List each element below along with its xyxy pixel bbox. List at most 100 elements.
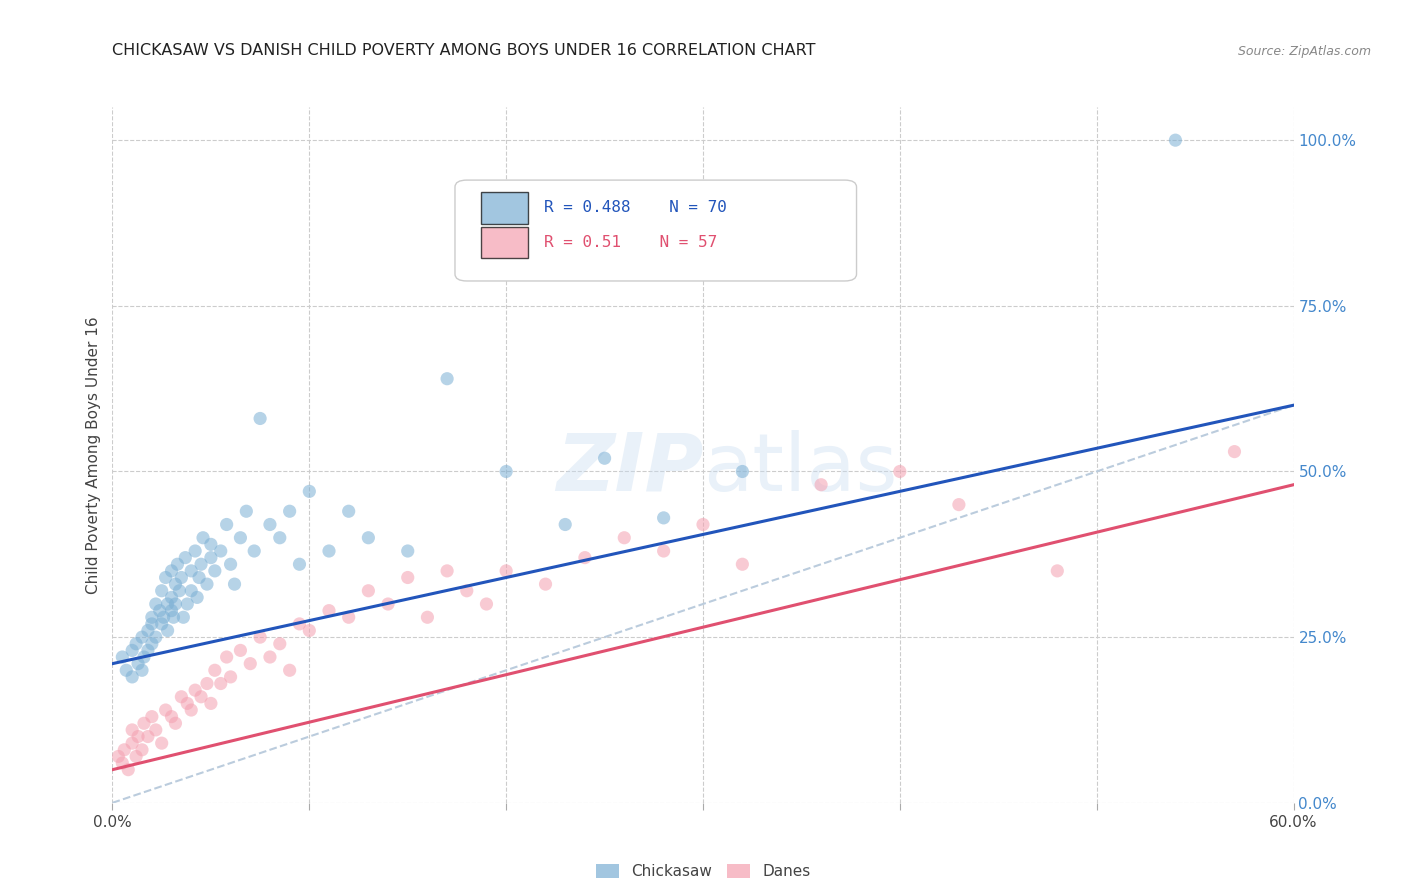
Point bbox=[249, 411, 271, 425]
Point bbox=[145, 597, 167, 611]
Point bbox=[169, 583, 191, 598]
Point bbox=[1223, 444, 1246, 458]
Point bbox=[150, 616, 173, 631]
Y-axis label: Child Poverty Among Boys Under 16: Child Poverty Among Boys Under 16 bbox=[86, 316, 101, 594]
Point bbox=[889, 465, 911, 479]
Point bbox=[112, 743, 135, 757]
Point bbox=[416, 610, 439, 624]
Point bbox=[495, 465, 517, 479]
Point bbox=[184, 544, 207, 558]
Point bbox=[692, 517, 714, 532]
Point bbox=[174, 550, 197, 565]
Point bbox=[117, 763, 139, 777]
Point bbox=[436, 564, 458, 578]
Point bbox=[127, 657, 149, 671]
Point bbox=[150, 736, 173, 750]
Point bbox=[152, 610, 174, 624]
Point bbox=[269, 637, 291, 651]
Point bbox=[574, 550, 596, 565]
Point bbox=[127, 730, 149, 744]
Point bbox=[190, 558, 212, 572]
Point bbox=[396, 570, 419, 584]
Point bbox=[298, 624, 321, 638]
Point bbox=[162, 610, 184, 624]
Point bbox=[269, 531, 291, 545]
Point bbox=[141, 610, 163, 624]
Point bbox=[652, 511, 675, 525]
Point bbox=[377, 597, 399, 611]
Point bbox=[160, 564, 183, 578]
Point bbox=[298, 484, 321, 499]
Point bbox=[160, 604, 183, 618]
Point bbox=[215, 517, 238, 532]
Point bbox=[132, 716, 155, 731]
Point bbox=[195, 676, 218, 690]
Point bbox=[166, 558, 188, 572]
Point bbox=[170, 690, 193, 704]
Point bbox=[249, 630, 271, 644]
Text: atlas: atlas bbox=[703, 430, 897, 508]
Point bbox=[337, 610, 360, 624]
Point bbox=[170, 570, 193, 584]
Text: ZIP: ZIP bbox=[555, 430, 703, 508]
Point bbox=[337, 504, 360, 518]
Text: R = 0.51    N = 57: R = 0.51 N = 57 bbox=[544, 235, 717, 251]
Point bbox=[229, 531, 252, 545]
Point bbox=[136, 730, 159, 744]
Point bbox=[593, 451, 616, 466]
Point bbox=[200, 537, 222, 551]
Text: Source: ZipAtlas.com: Source: ZipAtlas.com bbox=[1237, 45, 1371, 58]
Point bbox=[209, 544, 232, 558]
Point bbox=[141, 709, 163, 723]
Point bbox=[436, 372, 458, 386]
Point bbox=[215, 650, 238, 665]
Point bbox=[115, 663, 138, 677]
Point bbox=[731, 558, 754, 572]
Point bbox=[229, 643, 252, 657]
Text: R = 0.488    N = 70: R = 0.488 N = 70 bbox=[544, 201, 727, 216]
Point bbox=[731, 465, 754, 479]
Point bbox=[186, 591, 208, 605]
Point bbox=[1164, 133, 1187, 147]
Point bbox=[191, 531, 214, 545]
Point bbox=[121, 723, 143, 737]
Point bbox=[160, 709, 183, 723]
Point bbox=[176, 697, 198, 711]
Point bbox=[396, 544, 419, 558]
Point bbox=[219, 670, 242, 684]
Legend: Chickasaw, Danes: Chickasaw, Danes bbox=[589, 858, 817, 886]
Point bbox=[131, 663, 153, 677]
Point bbox=[534, 577, 557, 591]
Point bbox=[136, 643, 159, 657]
Point bbox=[180, 583, 202, 598]
Point bbox=[554, 517, 576, 532]
Point bbox=[239, 657, 262, 671]
Point bbox=[204, 564, 226, 578]
Point bbox=[125, 637, 148, 651]
FancyBboxPatch shape bbox=[481, 227, 529, 259]
Point bbox=[111, 650, 134, 665]
Point bbox=[180, 564, 202, 578]
Point bbox=[1046, 564, 1069, 578]
Text: CHICKASAW VS DANISH CHILD POVERTY AMONG BOYS UNDER 16 CORRELATION CHART: CHICKASAW VS DANISH CHILD POVERTY AMONG … bbox=[112, 43, 815, 58]
Point bbox=[155, 703, 177, 717]
FancyBboxPatch shape bbox=[456, 180, 856, 281]
Point bbox=[278, 504, 301, 518]
Point bbox=[150, 583, 173, 598]
Point bbox=[172, 610, 194, 624]
Point bbox=[209, 676, 232, 690]
Point bbox=[188, 570, 211, 584]
Point bbox=[141, 637, 163, 651]
Point bbox=[180, 703, 202, 717]
Point bbox=[948, 498, 970, 512]
Point bbox=[176, 597, 198, 611]
Point bbox=[136, 624, 159, 638]
Point bbox=[131, 743, 153, 757]
Point bbox=[357, 583, 380, 598]
Point bbox=[475, 597, 498, 611]
Point bbox=[155, 570, 177, 584]
Point bbox=[259, 650, 281, 665]
Point bbox=[165, 716, 187, 731]
Point bbox=[259, 517, 281, 532]
Point bbox=[165, 577, 187, 591]
